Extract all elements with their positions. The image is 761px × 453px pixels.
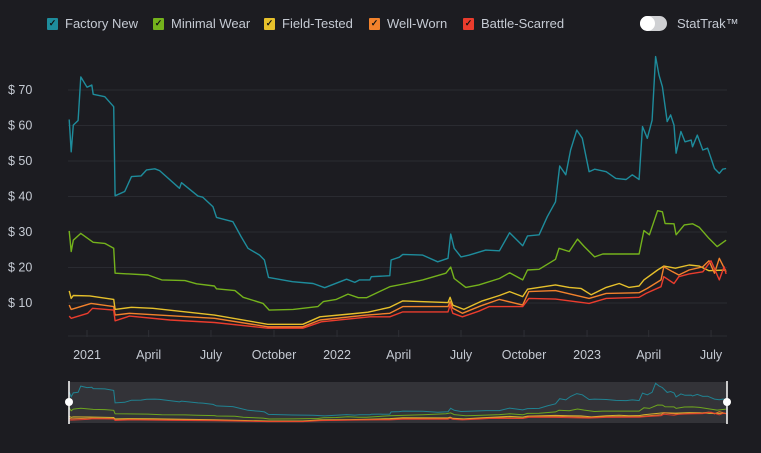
x-tick-label: July: [200, 348, 223, 362]
checkbox-checked-icon[interactable]: ✓: [369, 17, 380, 30]
checkbox-checked-icon[interactable]: ✓: [47, 17, 58, 30]
y-tick-label: $ 60: [8, 119, 32, 133]
x-tick-label: April: [136, 348, 161, 362]
x-tick-label: July: [700, 348, 723, 362]
navigator-line-field-tested: [68, 412, 727, 422]
x-tick-label: October: [502, 348, 546, 362]
y-tick-label: $ 40: [8, 190, 32, 204]
stattrak-toggle[interactable]: [640, 16, 667, 31]
y-tick-label: $ 30: [8, 225, 32, 239]
navigator-line-minimal-wear: [68, 404, 727, 420]
navigator-left-handle[interactable]: [65, 398, 73, 406]
navigator-right-handle[interactable]: [723, 398, 731, 406]
x-tick-label: 2021: [73, 348, 101, 362]
y-tick-label: $ 10: [8, 296, 32, 310]
legend-label: Factory New: [65, 16, 138, 31]
x-tick-label: October: [252, 348, 296, 362]
checkbox-checked-icon[interactable]: ✓: [153, 17, 164, 30]
checkbox-checked-icon[interactable]: ✓: [463, 17, 474, 30]
y-tick-label: $ 20: [8, 261, 32, 275]
series-line-minimal-wear: [68, 210, 727, 311]
legend-item-field-tested[interactable]: ✓ Field-Tested: [264, 16, 353, 31]
legend-label: Field-Tested: [282, 16, 353, 31]
legend-item-minimal-wear[interactable]: ✓ Minimal Wear: [153, 16, 250, 31]
series-line-field-tested: [68, 264, 727, 325]
checkbox-checked-icon[interactable]: ✓: [264, 17, 275, 30]
navigator-line-factory-new: [68, 382, 727, 417]
series-line-battle-scarred: [68, 260, 727, 329]
legend-label: Battle-Scarred: [481, 16, 565, 31]
x-tick-label: April: [636, 348, 661, 362]
stattrak-label: StatTrak™: [677, 16, 739, 31]
legend-label: Well-Worn: [387, 16, 448, 31]
y-tick-label: $ 70: [8, 83, 32, 97]
x-tick-label: 2022: [323, 348, 351, 362]
legend-item-battle-scarred[interactable]: ✓ Battle-Scarred: [463, 16, 564, 31]
y-tick-label: $ 50: [8, 154, 32, 168]
navigator-line-battle-scarred: [69, 411, 727, 423]
x-tick-label: April: [386, 348, 411, 362]
legend-item-factory-new[interactable]: ✓ Factory New: [47, 16, 138, 31]
series-line-factory-new: [68, 55, 727, 289]
toggle-knob: [640, 16, 655, 31]
legend-item-well-worn[interactable]: ✓ Well-Worn: [369, 16, 447, 31]
series-line-well-worn: [68, 257, 727, 328]
x-tick-label: 2023: [573, 348, 601, 362]
x-tick-label: July: [450, 348, 473, 362]
legend-label: Minimal Wear: [171, 16, 251, 31]
